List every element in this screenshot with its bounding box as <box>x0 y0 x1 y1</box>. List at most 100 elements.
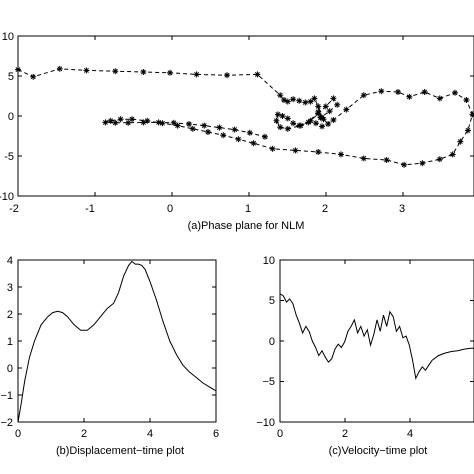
panel-b-xtick-label: 6 <box>213 428 219 440</box>
panel-a-data-point <box>140 119 147 126</box>
panel-a-xtick-label: -2 <box>9 203 19 215</box>
panel-a-data-point <box>30 73 37 80</box>
panel-a-ytick-label: 10 <box>2 31 14 43</box>
panel-c-ytick-label: 0 <box>269 336 275 348</box>
panel-a-data-point <box>262 133 268 140</box>
panel-a-data-point <box>457 138 464 145</box>
panel-c-series-line <box>279 293 474 380</box>
panel-a-caption: (a)Phase plane for NLM <box>188 220 305 232</box>
panel-a-xticks: -2 -1 0 1 2 3 <box>9 203 405 215</box>
panel-b-plot <box>17 259 217 423</box>
panel-a-yticks: 10 5 0 -5 -10 <box>0 31 14 203</box>
panel-a-data-point <box>155 119 162 126</box>
panel-a-data-point <box>330 117 337 123</box>
panel-a-xtick-label: -1 <box>85 203 95 215</box>
panel-a-data-point <box>315 149 322 155</box>
panel-a-data-point <box>269 145 276 152</box>
panel-a-data-point <box>311 95 318 102</box>
panel-a-data-point <box>360 92 367 99</box>
panel-c-yticks: 10 5 0 −5 −10 <box>256 255 275 429</box>
panel-a-data-point <box>307 117 314 124</box>
panel-c: 10 5 0 −5 −10 0 2 4 (c)Velocity−time plo… <box>256 255 474 457</box>
panel-a-data-point <box>290 120 297 127</box>
panel-c-xticks: 0 2 4 <box>277 428 413 440</box>
panel-a-data-point <box>189 125 196 132</box>
panel-a-data-point <box>421 89 428 95</box>
panel-a-data-point <box>231 126 238 133</box>
panel-b-ytick-label: 3 <box>7 282 13 294</box>
panel-a-data-point <box>246 129 253 136</box>
panel-a-data-point <box>284 125 291 132</box>
panel-a-data-point <box>112 119 119 126</box>
panel-b-xticks: 0 2 4 6 <box>15 428 219 440</box>
panel-c-ytick-label: −10 <box>256 417 275 429</box>
panel-a-data-point <box>406 93 413 100</box>
panel-a-data-point <box>205 129 211 135</box>
panel-a-data-point <box>112 68 119 75</box>
panel-c-xtick-label: 0 <box>277 428 283 440</box>
panel-a-data-point <box>201 122 208 129</box>
panel-a-data-point <box>273 117 280 124</box>
panel-a-data-point <box>277 92 284 99</box>
panel-a-data-point <box>296 97 303 104</box>
panel-a-data-point <box>216 124 223 131</box>
panel-a-data-point <box>464 127 471 134</box>
panel-b-ytick-label: 1 <box>7 336 13 348</box>
panel-a-data-point <box>250 140 257 147</box>
panel-a-data-point <box>235 136 242 143</box>
panel-a-data-point <box>174 122 181 129</box>
panel-a-data-point <box>186 121 192 127</box>
panel-a-data-point <box>274 111 281 118</box>
panel-a-data-point <box>360 155 367 162</box>
panel-a-data-point <box>107 117 114 124</box>
panel-b-ytick-label: 2 <box>7 309 13 321</box>
panel-a-data-point <box>284 115 291 122</box>
panel-a-series-line <box>17 68 474 166</box>
panel-a-data-point <box>325 121 332 127</box>
panel-a-data-point <box>463 97 470 103</box>
panel-a-data-point <box>315 103 322 110</box>
panel-a-data-point <box>277 124 284 131</box>
panel-a-data-point <box>378 88 385 95</box>
panel-a-data-point <box>302 99 309 106</box>
panel-c-ytick-label: 5 <box>269 295 275 307</box>
panel-a-data-point <box>159 120 166 127</box>
panel-c-xtick-label: 4 <box>407 428 413 440</box>
panel-a-ytick-label: 5 <box>8 71 14 83</box>
panel-a-data-point <box>254 71 261 78</box>
panel-a-xtick-label: 0 <box>167 203 173 215</box>
panel-a-data-point <box>193 71 200 78</box>
panel-a-xtick-label: 2 <box>322 203 328 215</box>
panel-a-data-point <box>170 119 177 126</box>
panel-b-series-line <box>17 260 217 423</box>
panel-a-data-point <box>395 89 401 95</box>
panel-a-xtick-label: 3 <box>399 203 405 215</box>
panel-a-data-point <box>312 120 319 127</box>
panel-b-frame <box>17 259 217 423</box>
panel-a-data-point <box>319 123 325 130</box>
panel-a-ytick-label: -10 <box>0 191 14 203</box>
panel-a-data-point <box>334 101 341 108</box>
panel-a-data-point <box>125 119 132 126</box>
panel-a-data-point <box>322 103 329 110</box>
panel-a-data-point <box>315 110 322 117</box>
panel-a-data-point <box>167 69 173 76</box>
panel-a-data-point <box>284 98 291 105</box>
panel-c-plot <box>279 259 474 423</box>
panel-b-caption: (b)Displacement−time plot <box>56 445 184 457</box>
panel-a-data-point <box>330 95 337 102</box>
panel-b-ytick-label: 0 <box>7 363 13 375</box>
panel-a-data-point <box>297 122 304 129</box>
panel-a-data-point <box>290 96 297 103</box>
panel-a-data-point <box>129 116 135 123</box>
panel-a-ytick-label: 0 <box>8 111 14 123</box>
panel-b-xtick-label: 0 <box>15 428 21 440</box>
panel-a-data-point <box>292 147 299 154</box>
panel-a-data-point <box>449 151 456 158</box>
panel-a-data-point <box>401 161 408 168</box>
panel-a-data-point <box>117 116 124 123</box>
panel-a-frame <box>17 35 474 197</box>
panel-c-ytick-label: −5 <box>262 376 275 388</box>
panel-a-data-point <box>452 89 458 96</box>
